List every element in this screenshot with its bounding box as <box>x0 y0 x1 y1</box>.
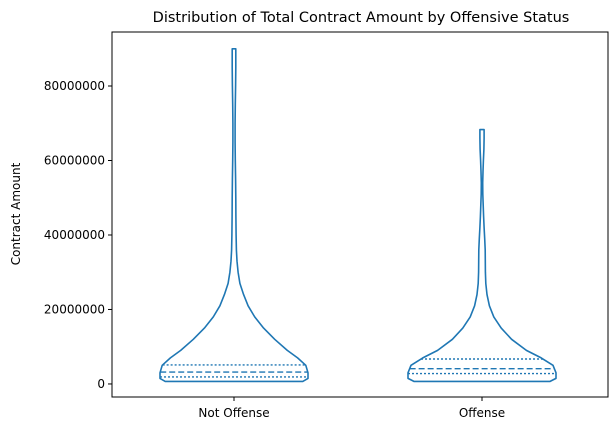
y-tick-label: 80000000 <box>44 79 105 93</box>
x-tick-label: Not Offense <box>198 406 269 420</box>
x-tick-label: Offense <box>459 406 505 420</box>
y-tick-label: 60000000 <box>44 153 105 167</box>
plot-area-frame <box>111 31 609 398</box>
y-tick-label: 40000000 <box>44 228 105 242</box>
violin-body-not-offense <box>159 48 309 383</box>
chart-title: Distribution of Total Contract Amount by… <box>153 10 570 26</box>
violin-body-offense <box>407 128 557 383</box>
y-tick-label: 0 <box>97 377 105 391</box>
y-axis: 0 20000000 40000000 60000000 80000000 <box>44 79 112 391</box>
x-axis: Not Offense Offense <box>198 397 505 420</box>
y-axis-label: Contract Amount <box>9 162 23 265</box>
violin-series <box>159 48 557 383</box>
y-tick-label: 20000000 <box>44 302 105 316</box>
